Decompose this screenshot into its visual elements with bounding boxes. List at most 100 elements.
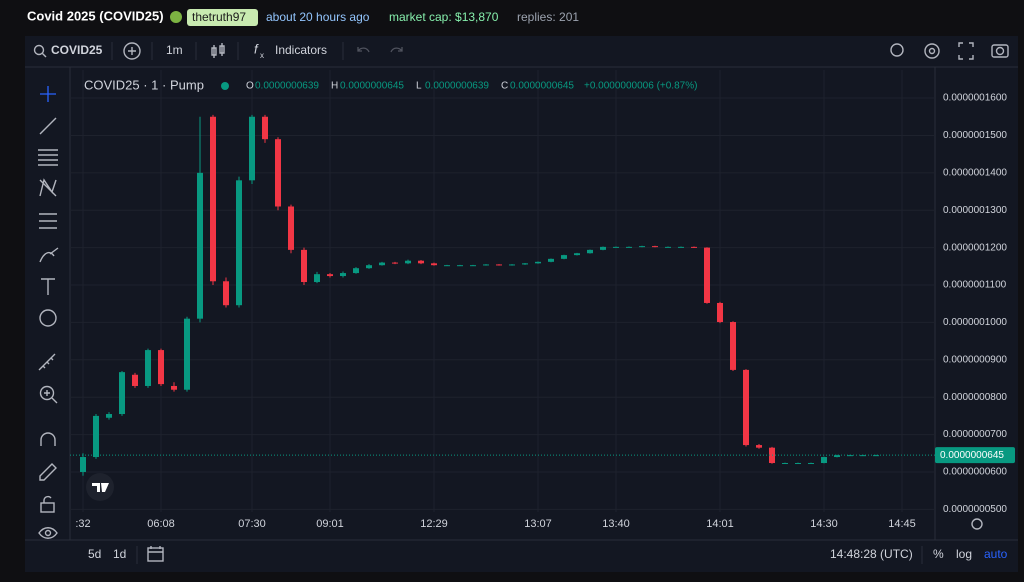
candle-body bbox=[132, 374, 138, 386]
goto-date-icon bbox=[148, 546, 163, 553]
candle-body bbox=[158, 350, 164, 385]
candle-body bbox=[418, 260, 424, 264]
legend-key: H bbox=[331, 81, 338, 92]
legend-value: 0.0000000639 bbox=[425, 81, 489, 92]
snapshot-icon bbox=[995, 46, 1005, 56]
fx-icon[interactable]: f bbox=[254, 41, 259, 56]
y-tick-label: 0.0000000800 bbox=[943, 392, 1007, 403]
candle-body bbox=[314, 274, 320, 283]
candle-body bbox=[288, 206, 294, 250]
alert-icon[interactable] bbox=[890, 43, 904, 57]
legend-key: C bbox=[501, 81, 508, 92]
candle-body bbox=[522, 263, 528, 265]
candle-body bbox=[340, 273, 346, 277]
candle-body bbox=[275, 139, 281, 207]
candle-body bbox=[379, 262, 385, 266]
x-tick-label: 14:45 bbox=[888, 518, 916, 530]
add-icon[interactable] bbox=[123, 42, 141, 60]
candle-body bbox=[184, 318, 190, 390]
x-tick-label: 13:07 bbox=[524, 518, 552, 530]
candle-body bbox=[509, 264, 515, 266]
axis-settings-icon[interactable] bbox=[971, 518, 983, 530]
chart-type-icon[interactable] bbox=[211, 43, 225, 58]
visibility-tool[interactable] bbox=[38, 527, 58, 539]
x-tick-label: 13:40 bbox=[602, 518, 630, 530]
user-name[interactable]: thetruth97 bbox=[192, 10, 246, 24]
goto-date-icon[interactable] bbox=[147, 547, 164, 562]
indicators[interactable]: Indicators bbox=[275, 43, 327, 57]
text-tool[interactable] bbox=[41, 278, 55, 295]
redo-icon[interactable] bbox=[390, 47, 403, 53]
zoom-tool bbox=[44, 390, 58, 404]
candle-body bbox=[652, 246, 658, 248]
candle-body bbox=[236, 180, 242, 306]
legend-value: 0.0000000639 bbox=[255, 81, 319, 92]
undo-icon[interactable] bbox=[357, 47, 370, 53]
range-button[interactable]: 1d bbox=[113, 547, 126, 561]
avatar bbox=[170, 11, 182, 23]
snapshot-icon[interactable] bbox=[991, 44, 1009, 58]
legend-value: 0.0000000645 bbox=[510, 81, 574, 92]
log-toggle[interactable]: log bbox=[956, 547, 972, 561]
crosshair-tool[interactable] bbox=[40, 86, 56, 102]
x-tick-label: :32 bbox=[75, 518, 90, 530]
range-button[interactable]: 5d bbox=[88, 547, 101, 561]
chart-title: COVID25 · 1 · Pump bbox=[84, 77, 204, 92]
visibility-tool bbox=[44, 529, 52, 537]
y-tick-label: 0.0000001500 bbox=[943, 130, 1007, 141]
pattern-tool[interactable] bbox=[39, 178, 57, 197]
x-tick-label: 14:01 bbox=[706, 518, 734, 530]
stay-drawing-tool[interactable] bbox=[39, 463, 57, 481]
legend-key: L bbox=[416, 81, 422, 92]
candle-body bbox=[392, 262, 398, 264]
candle-body bbox=[496, 264, 502, 266]
y-tick-label: 0.0000000700 bbox=[943, 429, 1007, 440]
candle-body bbox=[353, 268, 359, 274]
trendline-tool[interactable] bbox=[39, 117, 57, 135]
percent-toggle[interactable]: % bbox=[933, 547, 944, 561]
x-tick-label: 09:01 bbox=[316, 518, 344, 530]
symbol[interactable]: COVID25 bbox=[51, 43, 103, 57]
zoom-tool[interactable] bbox=[39, 385, 55, 401]
legend-key: O bbox=[246, 81, 254, 92]
fib-tool[interactable] bbox=[38, 149, 58, 166]
ruler-tool[interactable] bbox=[38, 353, 56, 371]
y-tick-label: 0.0000000500 bbox=[943, 504, 1007, 515]
candle-body bbox=[574, 253, 580, 256]
interval[interactable]: 1m bbox=[166, 43, 183, 57]
candle-body bbox=[639, 246, 645, 248]
magnet-tool[interactable] bbox=[40, 432, 56, 446]
candle-body bbox=[249, 116, 255, 181]
candle-body bbox=[704, 247, 710, 303]
legend-change: +0.0000000006 (+0.87%) bbox=[584, 81, 697, 92]
fullscreen-icon[interactable] bbox=[958, 42, 974, 60]
y-tick-label: 0.0000001300 bbox=[943, 205, 1007, 216]
candle-body bbox=[782, 463, 788, 465]
y-tick-label: 0.0000001600 bbox=[943, 93, 1007, 104]
y-tick-label: 0.0000000600 bbox=[943, 467, 1007, 478]
brush-tool[interactable] bbox=[39, 247, 59, 263]
fx-icon: x bbox=[260, 51, 264, 60]
candle-body bbox=[756, 445, 762, 448]
tv-logo bbox=[92, 483, 109, 492]
candle-body bbox=[548, 258, 554, 262]
settings-icon[interactable] bbox=[924, 43, 940, 59]
search-icon[interactable] bbox=[33, 44, 45, 56]
candle-body bbox=[587, 249, 593, 254]
candle-body bbox=[171, 385, 177, 390]
user-pill[interactable] bbox=[187, 9, 258, 26]
forecast-tool[interactable] bbox=[39, 213, 57, 229]
lock-tool bbox=[43, 495, 52, 503]
post-time: about 20 hours ago bbox=[266, 10, 370, 24]
candle-body bbox=[470, 265, 476, 267]
toolbar: COVID25 1m f x Indicators bbox=[33, 41, 1009, 60]
last-price-box bbox=[935, 447, 1015, 464]
lock-tool[interactable] bbox=[40, 502, 55, 513]
auto-toggle[interactable]: auto bbox=[984, 547, 1008, 561]
candle-body bbox=[535, 261, 541, 264]
emoji-tool[interactable] bbox=[39, 309, 57, 327]
last-price-label: 0.0000000645 bbox=[940, 450, 1004, 461]
x-tick-label: 07:30 bbox=[238, 518, 266, 530]
candle-body bbox=[197, 172, 203, 319]
